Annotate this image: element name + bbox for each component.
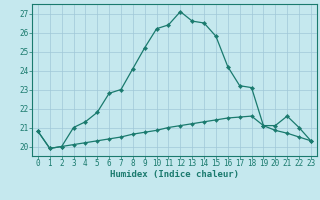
X-axis label: Humidex (Indice chaleur): Humidex (Indice chaleur) [110,170,239,179]
